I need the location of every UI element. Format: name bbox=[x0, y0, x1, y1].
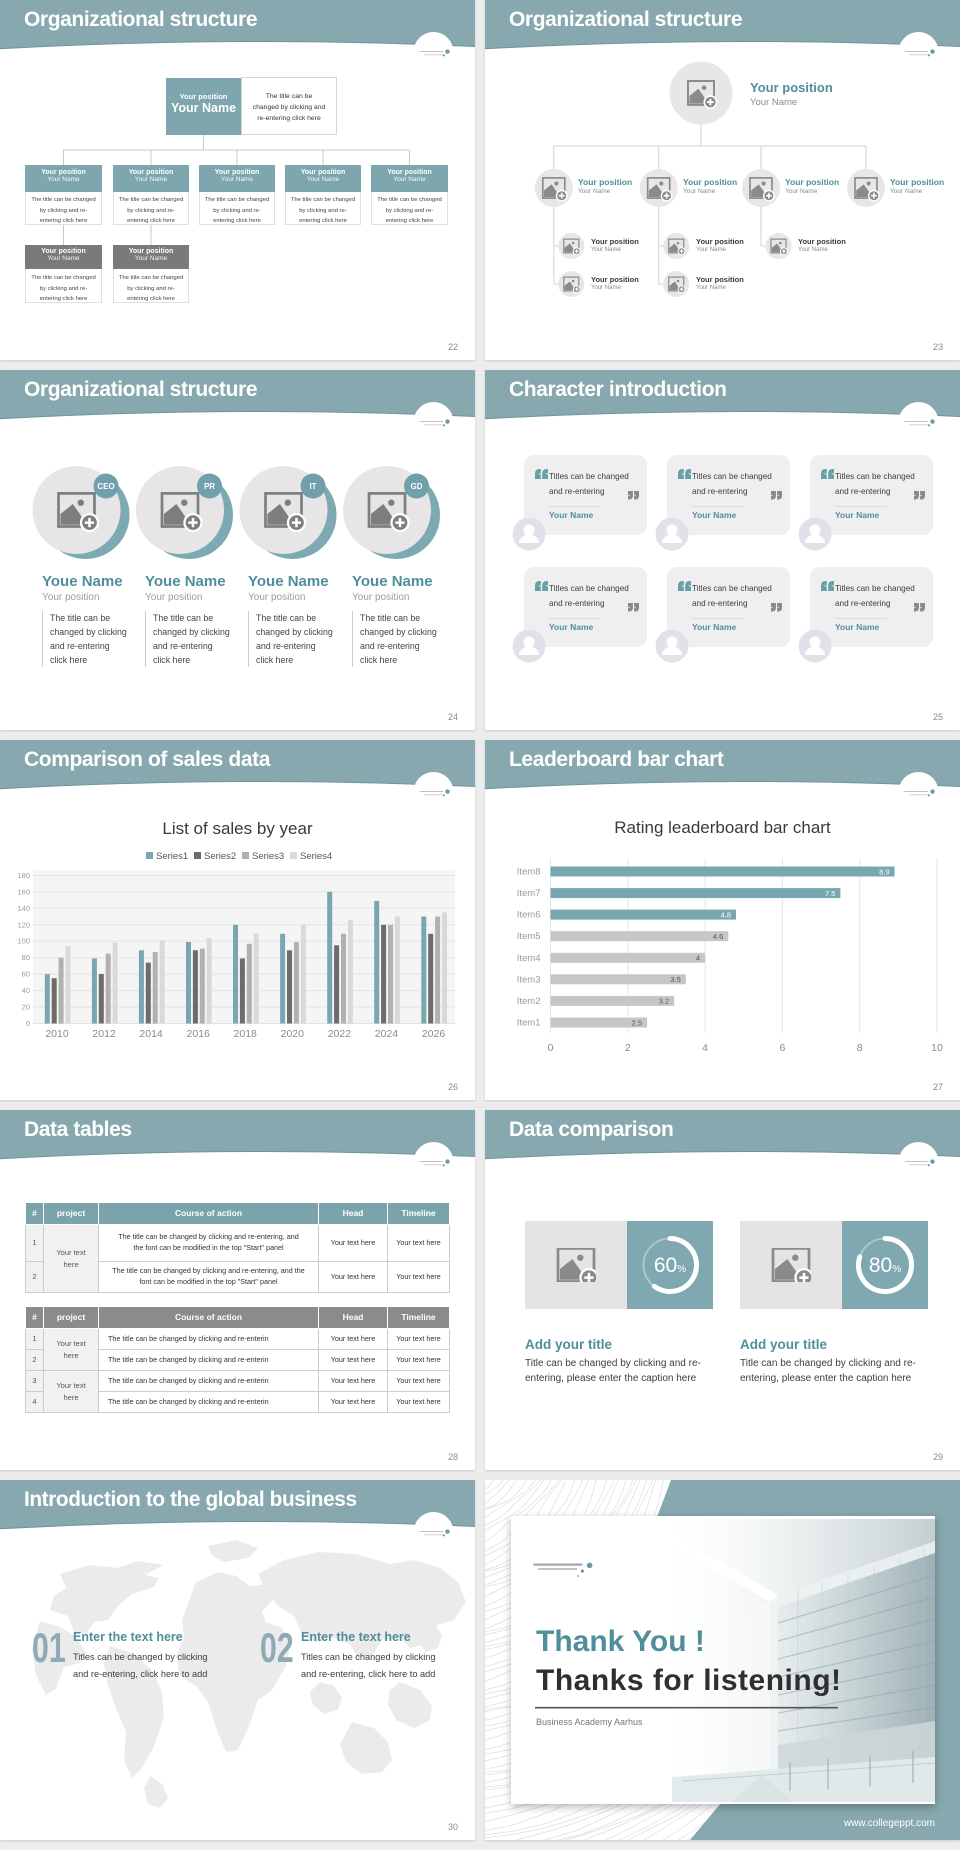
svg-text:4: 4 bbox=[696, 954, 700, 963]
svg-text:Item4: Item4 bbox=[517, 953, 541, 964]
svg-text:Series3: Series3 bbox=[252, 851, 284, 862]
svg-text:2012: 2012 bbox=[92, 1028, 116, 1040]
svg-text:IT: IT bbox=[309, 482, 316, 491]
svg-text:Item6: Item6 bbox=[517, 910, 541, 921]
svg-text:2026: 2026 bbox=[422, 1028, 446, 1040]
svg-text:6: 6 bbox=[779, 1042, 785, 1054]
svg-text:Item5: Item5 bbox=[517, 931, 541, 942]
svg-text:Series2: Series2 bbox=[204, 851, 236, 862]
svg-text:60: 60 bbox=[22, 970, 30, 979]
svg-text:2.5: 2.5 bbox=[632, 1018, 642, 1027]
svg-text:140: 140 bbox=[17, 904, 30, 913]
svg-text:2022: 2022 bbox=[328, 1028, 352, 1040]
svg-text:Item2: Item2 bbox=[517, 996, 541, 1007]
svg-text:2018: 2018 bbox=[234, 1028, 258, 1040]
svg-text:3.2: 3.2 bbox=[659, 997, 669, 1006]
svg-text:2016: 2016 bbox=[187, 1028, 211, 1040]
svg-text:7.5: 7.5 bbox=[825, 889, 835, 898]
svg-text:PR: PR bbox=[204, 482, 215, 491]
svg-text:180: 180 bbox=[17, 871, 30, 880]
svg-text:GD: GD bbox=[411, 482, 423, 491]
svg-text:Item1: Item1 bbox=[517, 1018, 541, 1029]
svg-text:Item7: Item7 bbox=[517, 888, 541, 899]
svg-text:0: 0 bbox=[548, 1042, 554, 1054]
svg-text:2: 2 bbox=[625, 1042, 631, 1054]
svg-text:20: 20 bbox=[22, 1003, 30, 1012]
svg-text:2014: 2014 bbox=[139, 1028, 163, 1040]
svg-text:Series4: Series4 bbox=[300, 851, 332, 862]
svg-text:3.5: 3.5 bbox=[670, 975, 680, 984]
svg-text:Item3: Item3 bbox=[517, 974, 541, 985]
svg-text:2020: 2020 bbox=[281, 1028, 305, 1040]
svg-text:4.6: 4.6 bbox=[713, 932, 723, 941]
svg-text:10: 10 bbox=[931, 1042, 943, 1054]
svg-text:80: 80 bbox=[22, 953, 30, 962]
svg-text:2010: 2010 bbox=[45, 1028, 69, 1040]
svg-text:8.9: 8.9 bbox=[879, 867, 889, 876]
svg-text:2024: 2024 bbox=[375, 1028, 399, 1040]
svg-text:8: 8 bbox=[857, 1042, 863, 1054]
svg-text:4.8: 4.8 bbox=[721, 910, 731, 919]
svg-text:CEO: CEO bbox=[97, 482, 114, 491]
svg-text:100: 100 bbox=[17, 937, 30, 946]
svg-text:Item8: Item8 bbox=[517, 867, 541, 878]
svg-text:40: 40 bbox=[22, 986, 30, 995]
svg-text:4: 4 bbox=[702, 1042, 708, 1054]
svg-text:120: 120 bbox=[17, 920, 30, 929]
svg-text:160: 160 bbox=[17, 887, 30, 896]
svg-text:0: 0 bbox=[26, 1019, 30, 1028]
svg-text:Series1: Series1 bbox=[156, 851, 188, 862]
